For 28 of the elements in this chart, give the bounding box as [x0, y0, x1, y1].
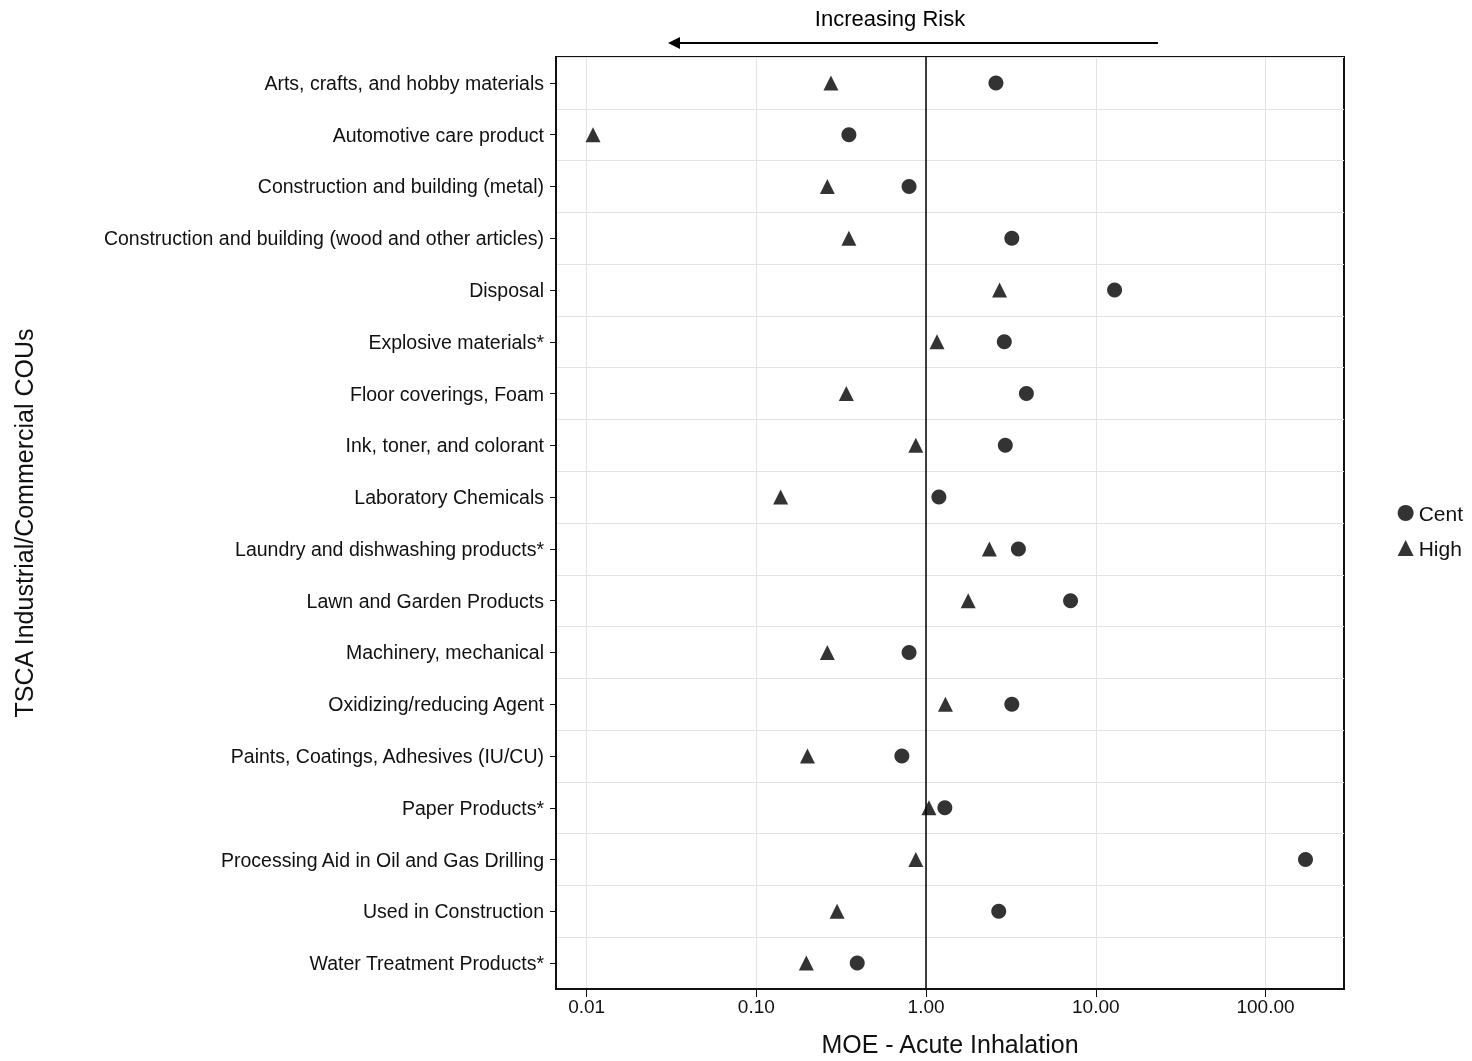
y-tick-label: Explosive materials*: [368, 330, 545, 353]
y-tick-label: Paper Products*: [402, 796, 545, 819]
y-tick-label: Used in Construction: [362, 900, 544, 923]
x-tick-label: 0.01: [568, 996, 606, 1017]
y-tick-label: Construction and building (wood and other articles): [103, 227, 544, 250]
y-tick-label: Oxidizing/reducing Agent: [328, 693, 545, 716]
y-tick-label: Lawn and Garden Products: [306, 589, 545, 612]
x-tick-label: 1.00: [907, 996, 945, 1017]
y-tick-label: Machinery, mechanical: [346, 641, 544, 664]
y-tick-label: Laboratory Chemicals: [354, 486, 545, 509]
y-tick-label: Ink, toner, and colorant: [345, 434, 545, 457]
x-tick-label: 0.10: [737, 996, 775, 1017]
y-tick-label: Paints, Coatings, Adhesives (IU/CU): [230, 745, 544, 767]
y-tick-label: Water Treatment Products*: [309, 952, 545, 975]
y-axis-title: TSCA Industrial/Commercial COUs: [9, 328, 38, 718]
x-tick-label: 100.00: [1236, 996, 1295, 1017]
x-tick-label: 10.00: [1072, 996, 1120, 1017]
y-tick-label: Automotive care product: [332, 123, 545, 146]
y-tick-label: Floor coverings, Foam: [350, 382, 544, 405]
y-tick-label: Arts, crafts, and hobby materials: [264, 71, 545, 94]
y-tick-label: Construction and building (metal): [257, 175, 544, 198]
x-axis-title: MOE - Acute Inhalation: [821, 1029, 1079, 1058]
text: Increasing Risk: [814, 6, 966, 32]
legend-label: Cent: [1418, 501, 1464, 525]
y-tick-label: Disposal: [469, 279, 544, 301]
legend-label: High: [1418, 536, 1462, 560]
y-tick-label: Laundry and dishwashing products*: [235, 537, 545, 560]
y-tick-label: Processing Aid in Oil and Gas Drilling: [221, 848, 544, 871]
